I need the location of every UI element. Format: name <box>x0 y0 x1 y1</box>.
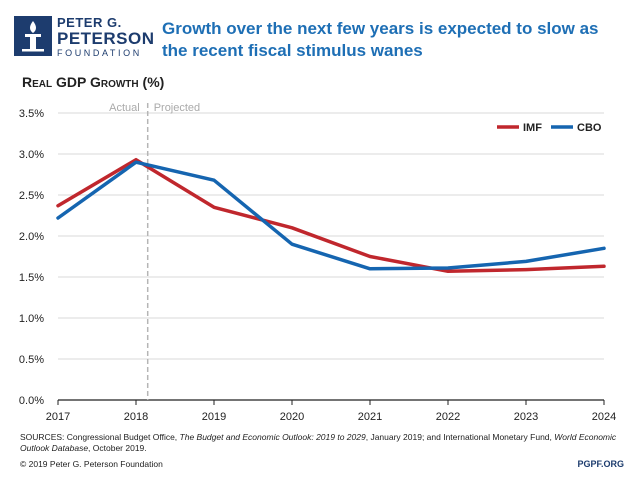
logo-line-1: PETER G. <box>57 15 122 30</box>
y-tick-label: 3.0% <box>19 149 44 161</box>
sources-note: SOURCES: Congressional Budget Office, Th… <box>20 432 630 454</box>
y-tick-label: 2.5% <box>19 190 44 202</box>
actual-label: Actual <box>109 102 140 114</box>
logo-line-3: FOUNDATION <box>57 48 142 58</box>
sources-title-1: The Budget and Economic Outlook: 2019 to… <box>179 432 366 442</box>
sources-mid: , January 2019; and International Moneta… <box>365 432 555 442</box>
y-tick-label: 0.5% <box>19 354 44 366</box>
projected-label: Projected <box>154 102 200 114</box>
subtitle-text: Real GDP Growth <box>22 74 139 90</box>
y-tick-label: 0.0% <box>19 395 44 407</box>
gdp-line-chart: 0.0% 0.5% 1.0% 1.5% 2.0% 2.5% 3.0% 3.5% 2017 2018… <box>19 102 616 423</box>
sources-title-2: World Economic Outlook Database <box>20 432 617 453</box>
copyright: © 2019 Peter G. Peterson Foundation <box>20 459 163 469</box>
site-link[interactable]: PGPF.ORG <box>577 459 624 469</box>
x-tick-label: 2024 <box>592 411 616 423</box>
x-tick-label: 2017 <box>46 411 70 423</box>
torch-icon <box>14 16 52 56</box>
x-tick-label: 2022 <box>436 411 460 423</box>
sources-suffix: , October 2019. <box>88 443 147 453</box>
subtitle-unit: (%) <box>142 74 165 90</box>
x-tick-label: 2019 <box>202 411 226 423</box>
logo-line-2: PETERSON <box>57 29 155 48</box>
chart-title: Growth over the next few years is expect… <box>162 19 599 60</box>
y-tick-label: 2.0% <box>19 231 44 243</box>
x-tick-label: 2020 <box>280 411 304 423</box>
y-tick-label: 3.5% <box>19 108 44 120</box>
sources-prefix: SOURCES: Congressional Budget Office, <box>20 432 180 442</box>
y-tick-label: 1.5% <box>19 272 44 284</box>
legend-label-cbo: CBO <box>577 122 602 134</box>
legend-label-imf: IMF <box>523 122 542 134</box>
series-line-cbo <box>56 160 606 271</box>
chart-subtitle: Real GDP Growth (%) <box>22 74 164 90</box>
pgpf-logo: PETER G. PETERSON FOUNDATION <box>14 14 154 58</box>
x-tick-label: 2023 <box>514 411 538 423</box>
x-tick-label: 2021 <box>358 411 382 423</box>
y-tick-label: 1.0% <box>19 313 44 325</box>
series-line-imf <box>56 157 606 274</box>
x-tick-label: 2018 <box>124 411 148 423</box>
